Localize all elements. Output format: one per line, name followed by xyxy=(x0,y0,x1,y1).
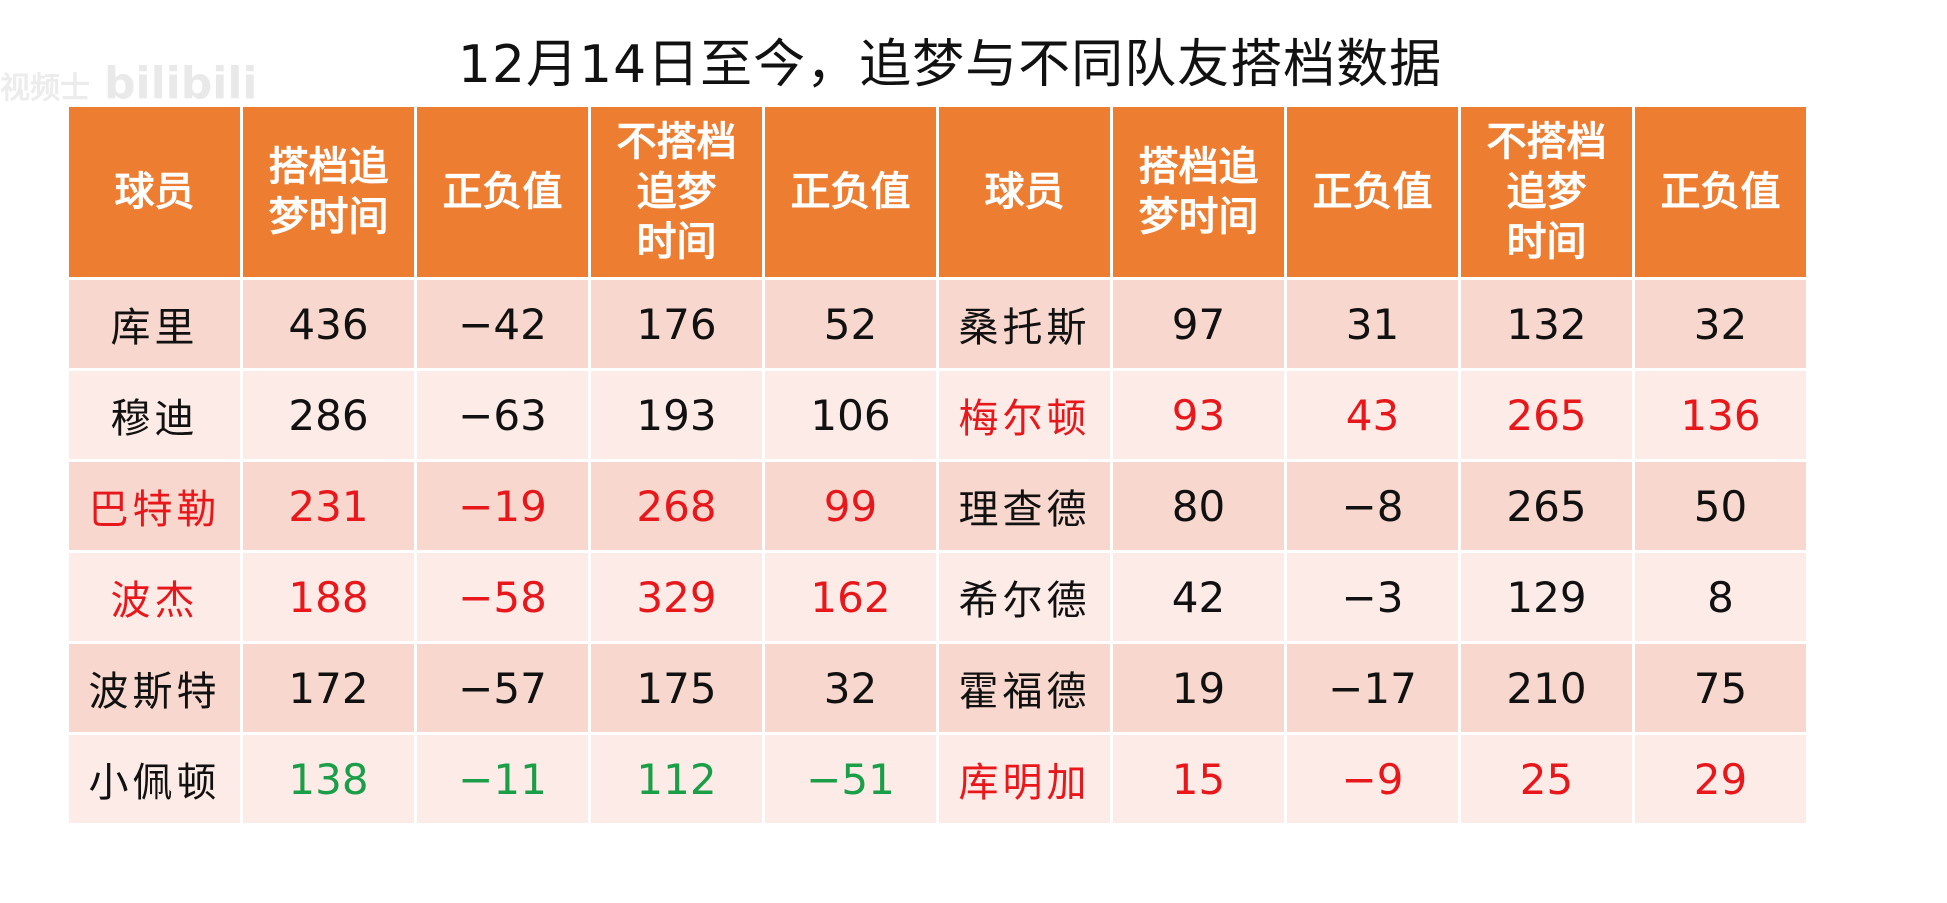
right-plus-minus-without-cell: 32 xyxy=(1632,277,1809,371)
left-without-time-cell: 193 xyxy=(588,368,765,462)
right-player-name-cell: 库明加 xyxy=(936,732,1113,826)
table-row: 穆迪 286 −63 193 106 梅尔顿 93 43 265 136 xyxy=(66,368,1809,462)
column-header-3: 不搭档 追梦 时间 xyxy=(588,104,765,280)
right-plus-minus-without-cell: 75 xyxy=(1632,641,1809,735)
column-header-6: 搭档追 梦时间 xyxy=(1110,104,1287,280)
column-header-line: 不搭档 xyxy=(1486,118,1607,165)
left-plus-minus-with-cell: −42 xyxy=(414,277,591,371)
left-plus-minus-without-cell: 32 xyxy=(762,641,939,735)
left-with-time-cell: 286 xyxy=(240,368,417,462)
left-plus-minus-without-cell: 52 xyxy=(762,277,939,371)
right-without-time-cell: 210 xyxy=(1458,641,1635,735)
right-player-name-cell: 希尔德 xyxy=(936,550,1113,644)
left-with-time-cell: 172 xyxy=(240,641,417,735)
teammate-stats-table: 球员 搭档追 梦时间 正负值 不搭档 追梦 时间 正负值 球员 搭档追 梦时间 正负值 不搭档 追梦 时间正… xyxy=(66,104,1809,826)
right-with-time-cell: 19 xyxy=(1110,641,1287,735)
right-with-time-cell: 15 xyxy=(1110,732,1287,826)
left-plus-minus-with-cell: −57 xyxy=(414,641,591,735)
right-plus-minus-with-cell: −3 xyxy=(1284,550,1461,644)
right-with-time-cell: 80 xyxy=(1110,459,1287,553)
column-header-5: 球员 xyxy=(936,104,1113,280)
right-plus-minus-with-cell: −17 xyxy=(1284,641,1461,735)
left-plus-minus-with-cell: −63 xyxy=(414,368,591,462)
table-row: 巴特勒 231 −19 268 99 理查德 80 −8 265 50 xyxy=(66,459,1809,553)
watermark-prefix: 视频士 xyxy=(0,71,90,106)
right-plus-minus-with-cell: −8 xyxy=(1284,459,1461,553)
left-without-time-cell: 112 xyxy=(588,732,765,826)
column-header-line: 不搭档 xyxy=(616,118,737,165)
column-header-line: 搭档追 xyxy=(268,143,389,190)
left-plus-minus-without-cell: 99 xyxy=(762,459,939,553)
header-row: 球员 搭档追 梦时间 正负值 不搭档 追梦 时间 正负值 球员 搭档追 梦时间 正负值 不搭档 追梦 时间正… xyxy=(66,104,1809,280)
right-plus-minus-with-cell: 43 xyxy=(1284,368,1461,462)
right-plus-minus-with-cell: 31 xyxy=(1284,277,1461,371)
left-plus-minus-without-cell: 106 xyxy=(762,368,939,462)
right-plus-minus-without-cell: 50 xyxy=(1632,459,1809,553)
left-with-time-cell: 138 xyxy=(240,732,417,826)
left-player-name-cell: 库里 xyxy=(66,277,243,371)
right-without-time-cell: 129 xyxy=(1458,550,1635,644)
column-header-line: 时间 xyxy=(636,218,717,265)
left-without-time-cell: 176 xyxy=(588,277,765,371)
left-player-name-cell: 小佩顿 xyxy=(66,732,243,826)
left-player-name-cell: 波杰 xyxy=(66,550,243,644)
bilibili-logo: bilibili xyxy=(104,58,258,109)
left-player-name-cell: 巴特勒 xyxy=(66,459,243,553)
left-player-name-cell: 波斯特 xyxy=(66,641,243,735)
right-player-name-cell: 理查德 xyxy=(936,459,1113,553)
left-player-name-cell: 穆迪 xyxy=(66,368,243,462)
left-with-time-cell: 436 xyxy=(240,277,417,371)
left-with-time-cell: 231 xyxy=(240,459,417,553)
column-header-0: 球员 xyxy=(66,104,243,280)
left-without-time-cell: 329 xyxy=(588,550,765,644)
column-header-line: 球员 xyxy=(114,168,195,215)
column-header-9: 正负值 xyxy=(1632,104,1809,280)
column-header-2: 正负值 xyxy=(414,104,591,280)
right-with-time-cell: 42 xyxy=(1110,550,1287,644)
column-header-line: 正负值 xyxy=(442,168,563,215)
left-without-time-cell: 175 xyxy=(588,641,765,735)
right-plus-minus-without-cell: 29 xyxy=(1632,732,1809,826)
right-plus-minus-with-cell: −9 xyxy=(1284,732,1461,826)
right-player-name-cell: 桑托斯 xyxy=(936,277,1113,371)
table-row: 库里 436 −42 176 52 桑托斯 97 31 132 32 xyxy=(66,277,1809,371)
left-without-time-cell: 268 xyxy=(588,459,765,553)
table-row: 小佩顿 138 −11 112 −51 库明加 15 −9 25 29 xyxy=(66,732,1809,826)
column-header-line: 正负值 xyxy=(1660,168,1781,215)
table-body: 库里 436 −42 176 52 桑托斯 97 31 132 32 穆迪 286 −63 193 106 梅… xyxy=(66,277,1809,826)
right-with-time-cell: 97 xyxy=(1110,277,1287,371)
table-row: 波斯特 172 −57 175 32 霍福德 19 −17 210 75 xyxy=(66,641,1809,735)
left-plus-minus-with-cell: −11 xyxy=(414,732,591,826)
right-player-name-cell: 霍福德 xyxy=(936,641,1113,735)
column-header-line: 梦时间 xyxy=(1138,193,1259,240)
right-plus-minus-without-cell: 136 xyxy=(1632,368,1809,462)
column-header-line: 球员 xyxy=(984,168,1065,215)
left-plus-minus-with-cell: −19 xyxy=(414,459,591,553)
column-header-line: 正负值 xyxy=(1312,168,1433,215)
right-without-time-cell: 132 xyxy=(1458,277,1635,371)
right-without-time-cell: 25 xyxy=(1458,732,1635,826)
column-header-line: 搭档追 xyxy=(1138,143,1259,190)
left-plus-minus-with-cell: −58 xyxy=(414,550,591,644)
column-header-7: 正负值 xyxy=(1284,104,1461,280)
left-plus-minus-without-cell: −51 xyxy=(762,732,939,826)
column-header-1: 搭档追 梦时间 xyxy=(240,104,417,280)
left-with-time-cell: 188 xyxy=(240,550,417,644)
watermark: 视频士 bilibili xyxy=(0,58,257,109)
right-without-time-cell: 265 xyxy=(1458,459,1635,553)
column-header-line: 时间 xyxy=(1506,218,1587,265)
column-header-4: 正负值 xyxy=(762,104,939,280)
right-player-name-cell: 梅尔顿 xyxy=(936,368,1113,462)
column-header-line: 追梦 xyxy=(636,168,717,215)
column-header-8: 不搭档 追梦 时间 xyxy=(1458,104,1635,280)
right-plus-minus-without-cell: 8 xyxy=(1632,550,1809,644)
right-with-time-cell: 93 xyxy=(1110,368,1287,462)
column-header-line: 追梦 xyxy=(1506,168,1587,215)
column-header-line: 正负值 xyxy=(790,168,911,215)
table-row: 波杰 188 −58 329 162 希尔德 42 −3 129 8 xyxy=(66,550,1809,644)
column-header-line: 梦时间 xyxy=(268,193,389,240)
right-without-time-cell: 265 xyxy=(1458,368,1635,462)
chart-title: 12月14日至今，追梦与不同队友搭档数据 xyxy=(457,35,1443,95)
left-plus-minus-without-cell: 162 xyxy=(762,550,939,644)
